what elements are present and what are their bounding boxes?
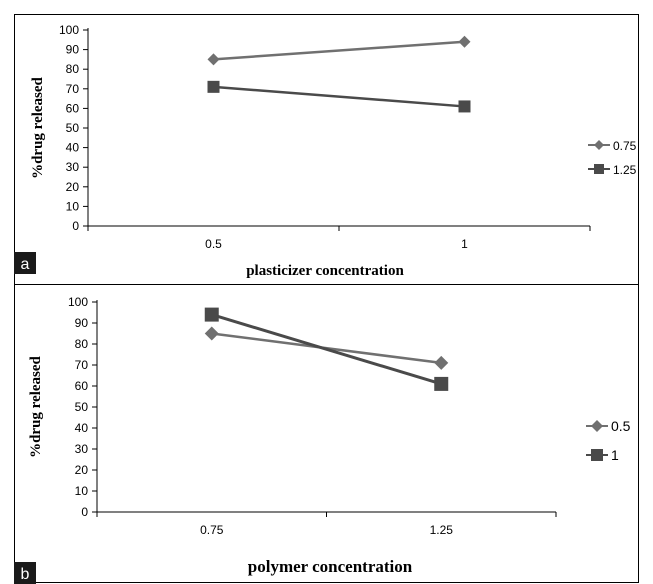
a-series-line-0.75	[213, 40, 465, 61]
b-legend-label-0.5: 0.5	[611, 418, 631, 434]
a-series-line-1.25	[213, 85, 465, 108]
b-y-tick-label: 20	[75, 463, 89, 477]
a-legend-marker-1.25	[594, 164, 604, 174]
a-x-tick-label: 1	[461, 237, 468, 251]
b-y-tick-label: 0	[81, 505, 88, 519]
b-data-point-0.5	[204, 326, 219, 341]
panel-a-tag	[14, 252, 36, 274]
panel-b-axes: 0 10 20 30 40 50 60 70 80 90 100 0.75 1.25	[68, 295, 557, 537]
b-y-tick-label: 60	[75, 379, 89, 393]
a-data-point-0.75	[458, 35, 471, 48]
panel-a-legend: 0.75 1.25	[588, 139, 637, 177]
a-y-tick-label: 70	[66, 82, 80, 96]
a-y-tick-label: 30	[66, 160, 80, 174]
b-series-line-1	[211, 313, 442, 386]
b-data-point-1	[204, 307, 219, 322]
a-y-tick-label: 20	[66, 180, 80, 194]
figure-frame	[14, 14, 639, 583]
a-y-tick-label: 50	[66, 121, 80, 135]
b-y-tick-label: 50	[75, 400, 89, 414]
panel-a-x-axis-label: plasticizer concentration	[246, 263, 404, 279]
panel-b-letter: b	[21, 566, 30, 583]
b-legend-marker-0.5	[591, 420, 603, 432]
a-data-point-0.75	[207, 53, 220, 66]
b-y-tick-label: 90	[75, 316, 89, 330]
b-x-tick-label: 1.25	[430, 523, 454, 537]
a-y-tick-label: 40	[66, 141, 80, 155]
panel-a-letter: a	[21, 256, 30, 273]
panel-a-y-axis-label: %drug released	[30, 76, 46, 178]
a-legend-label-0.75: 0.75	[613, 139, 637, 153]
a-y-tick-label: 90	[66, 43, 80, 57]
b-x-tick-label: 0.75	[200, 523, 224, 537]
panel-a-series	[207, 35, 471, 113]
b-y-tick-label: 80	[75, 337, 89, 351]
a-y-tick-label: 10	[66, 199, 80, 213]
panel-b: b 0 10 20 30 40 50 60 70 80 90 100 0.75 1.25 %drug r…	[14, 295, 631, 584]
panel-b-legend: 0.51	[586, 418, 631, 463]
b-legend-label-1: 1	[611, 447, 619, 463]
b-y-tick-label: 100	[68, 295, 88, 309]
b-y-tick-label: 70	[75, 358, 89, 372]
a-legend-label-1.25: 1.25	[613, 163, 637, 177]
panel-a: a 0 10 20 30 40 50 60 70 80 90 100 0.5 1 %drug relea…	[14, 23, 637, 279]
b-y-tick-label: 10	[75, 484, 89, 498]
a-y-tick-label: 60	[66, 101, 80, 115]
a-y-tick-label: 80	[66, 62, 80, 76]
a-x-tick-label: 0.5	[205, 237, 222, 251]
a-y-tick-label: 0	[72, 219, 79, 233]
b-y-tick-label: 30	[75, 442, 89, 456]
panel-a-axes: 0 10 20 30 40 50 60 70 80 90 100 0.5 1	[59, 23, 591, 251]
b-data-point-1	[434, 376, 449, 391]
b-legend-marker-1	[591, 449, 603, 461]
panel-b-x-axis-label: polymer concentration	[248, 557, 413, 576]
panel-b-series	[204, 307, 449, 391]
a-y-tick-label: 100	[59, 23, 79, 37]
b-y-tick-label: 40	[75, 421, 89, 435]
a-data-point-1.25	[458, 100, 471, 113]
panel-b-tag	[14, 562, 36, 584]
b-data-point-0.5	[434, 355, 449, 370]
a-data-point-1.25	[207, 80, 220, 93]
panel-b-y-axis-label: %drug released	[28, 355, 44, 457]
a-legend-marker-0.75	[594, 140, 604, 150]
